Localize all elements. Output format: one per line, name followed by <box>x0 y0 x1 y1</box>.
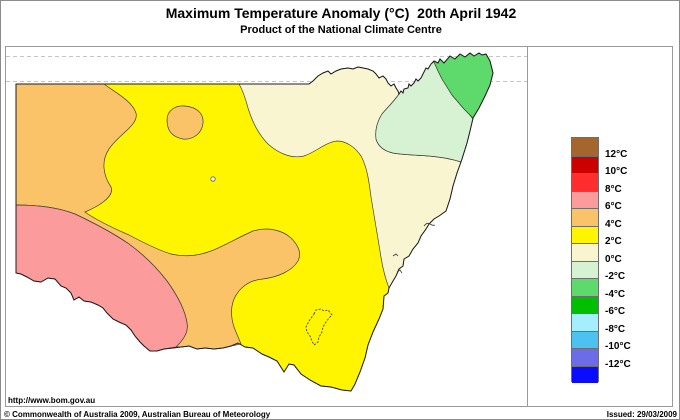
legend-label: 4°C <box>605 218 622 230</box>
map-features <box>15 52 494 392</box>
legend-swatch-6-to-8C <box>572 190 598 208</box>
legend-swatch-10-to-12C <box>572 155 598 173</box>
content-frame <box>5 46 673 407</box>
legend-label: -12°C <box>605 358 631 370</box>
act-border-outline <box>305 308 333 346</box>
legend-label: -8°C <box>605 323 626 335</box>
legend-label: 8°C <box>605 183 622 195</box>
station-marker-dot <box>210 176 216 182</box>
temperature-anomaly-legend: 12°C 10°C 8°C 6°C 4°C 2°C 0°C -2°C -4°C -6°C -8°C -… <box>571 137 679 383</box>
legend-swatch--6-to--8C <box>572 313 598 331</box>
legend-swatch-below--12C <box>572 365 598 383</box>
legend-label: -10°C <box>605 341 631 352</box>
page-title: Maximum Temperature Anomaly (°C) 20th Ap… <box>165 5 517 21</box>
legend-label: -6°C <box>605 306 626 317</box>
anomaly-contour-regions <box>15 52 494 392</box>
page-subtitle: Product of the National Climate Centre <box>240 24 442 36</box>
legend-label: 12°C <box>605 148 628 160</box>
legend-swatch--10-to--12C <box>572 348 598 366</box>
legend-swatch-0-to--2C <box>572 260 598 278</box>
bom-url-text: http://www.bom.gov.au <box>8 396 96 405</box>
legend-swatch--8-to--10C <box>572 330 598 348</box>
legend-label: -4°C <box>605 288 626 300</box>
legend-swatch-0-to-2C <box>572 243 598 261</box>
coastal-inlet-mark <box>423 222 436 227</box>
nsw-border-outline <box>15 52 494 392</box>
legend-swatch-2-to-4C <box>572 225 598 243</box>
legend-label: 2°C <box>605 236 622 247</box>
region-inner-orange-blob-4-6C <box>166 105 204 140</box>
legend-swatch--4-to--6C <box>572 295 598 313</box>
legend-swatch-column <box>571 137 599 383</box>
legend-label: 0°C <box>605 253 622 265</box>
coastal-inlet-mark <box>392 253 399 257</box>
legend-swatch-above-12C <box>572 138 598 156</box>
copyright-text: © Commonwealth of Australia 2009, Austra… <box>4 410 271 419</box>
legend-swatch-4-to-6C <box>572 208 598 226</box>
legend-label: 6°C <box>605 201 622 212</box>
legend-swatch-8-to-10C <box>572 173 598 191</box>
legend-swatch--2-to--4C <box>572 278 598 296</box>
issued-date-text: Issued: 29/03/2009 <box>606 410 677 419</box>
coastal-inlet-mark <box>396 269 403 274</box>
map-legend-divider <box>527 46 528 407</box>
legend-label: -2°C <box>605 271 626 282</box>
legend-label: 10°C <box>605 166 628 177</box>
